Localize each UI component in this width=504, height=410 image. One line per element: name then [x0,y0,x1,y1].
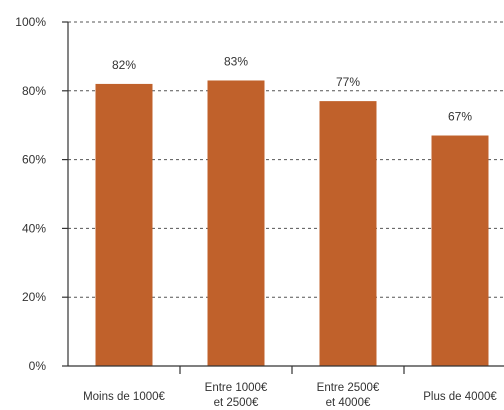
data-label: 82% [112,58,136,72]
bars [95,80,489,367]
category-label: Plus de 4000€ [423,391,497,403]
y-tick-label: 100% [15,15,46,29]
y-tick-label: 20% [22,290,46,304]
data-label: 83% [224,54,248,68]
y-tick-label: 80% [22,84,46,98]
bar [207,80,265,366]
category-label: et 2500€ [214,397,259,409]
category-label: Entre 2500€ [317,382,380,394]
labels: 0% 20% 40% 60% 80% 100% 82% Moins de 1000€ 83% En… [15,15,497,409]
bar [95,83,153,367]
y-tick-label: 60% [22,153,46,167]
axes [62,21,504,374]
bar [431,135,489,366]
category-label: Moins de 1000€ [83,391,165,403]
y-tick-label: 0% [29,359,47,373]
category-label: Entre 1000€ [205,382,268,394]
data-label: 77% [336,75,360,89]
category-label: et 4000€ [326,397,371,409]
bar [319,101,377,367]
y-tick-label: 40% [22,221,46,235]
data-label: 67% [448,110,472,124]
